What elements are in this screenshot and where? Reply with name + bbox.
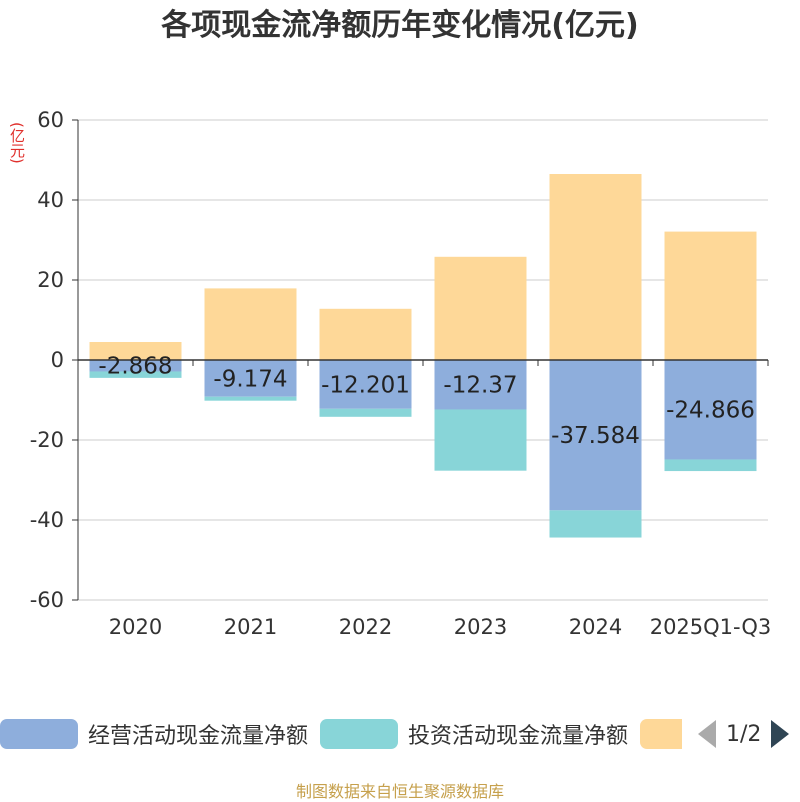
bar-value-label: -2.868: [98, 354, 172, 380]
bar-financing: [204, 288, 297, 360]
legend-prev-icon[interactable]: [698, 720, 716, 748]
bar-chart: 60 40 20 0 -20 -40 -60 -2.868 2020 -9.174 2021 -12.…: [30, 108, 772, 639]
gridlines: [78, 119, 768, 601]
bar-operating: [434, 360, 527, 410]
legend: 经营活动现金流量净额 投资活动现金流量净额 1/2: [0, 716, 800, 756]
bar-investing: [204, 396, 297, 401]
legend-item-investing[interactable]: 投资活动现金流量净额: [320, 716, 628, 752]
bar-value-label: -12.37: [443, 373, 517, 399]
bar-financing: [664, 231, 757, 360]
legend-swatch: [0, 719, 78, 749]
bar-operating: [664, 360, 757, 460]
x-tick-label: 2022: [339, 615, 392, 639]
bar-operating: [549, 360, 642, 511]
bars: [89, 174, 757, 538]
chart-title: 各项现金流净额历年变化情况(亿元): [161, 8, 639, 43]
bar-financing: [89, 342, 182, 360]
data-source-note: 制图数据来自恒生聚源数据库: [295, 782, 504, 801]
legend-page-indicator: 1/2: [726, 721, 762, 747]
legend-item-operating[interactable]: 经营活动现金流量净额: [0, 716, 308, 752]
bar-financing: [549, 174, 642, 360]
bar-investing: [434, 409, 527, 471]
x-tick-label: 2024: [569, 615, 622, 639]
y-tick-label: 40: [37, 188, 64, 212]
legend-pager: 1/2: [698, 716, 790, 752]
y-tick-label: -40: [30, 508, 64, 532]
legend-next-icon[interactable]: [771, 720, 790, 748]
bar-operating: [319, 360, 412, 409]
labels: 60 40 20 0 -20 -40 -60 -2.868 2020 -9.174 2021 -12.…: [30, 108, 772, 639]
bar-investing: [549, 510, 642, 538]
axes: [72, 119, 769, 601]
x-tick-label: 2021: [224, 615, 277, 639]
y-tick-label: 60: [37, 108, 64, 132]
bar-value-label: -9.174: [213, 366, 287, 392]
x-tick-label: 2020: [109, 615, 162, 639]
bar-operating: [89, 360, 182, 372]
legend-item-financing[interactable]: [640, 716, 682, 752]
bar-value-label: -12.201: [321, 372, 410, 398]
bar-value-label: -24.866: [666, 398, 755, 424]
x-tick-label: 2023: [454, 615, 507, 639]
legend-swatch: [640, 719, 682, 749]
bar-operating: [204, 360, 297, 397]
legend-label: 经营活动现金流量净额: [88, 724, 309, 749]
y-tick-label: 20: [37, 268, 64, 292]
y-tick-label: -60: [30, 588, 64, 612]
x-tick-label: 2025Q1-Q3: [650, 615, 772, 639]
bar-investing: [89, 371, 182, 378]
y-tick-label: 0: [51, 348, 64, 372]
bar-investing: [664, 459, 757, 472]
legend-label: 投资活动现金流量净额: [408, 724, 629, 749]
y-axis-unit-label: (亿元): [8, 122, 26, 164]
legend-swatch: [320, 719, 398, 749]
bar-investing: [319, 408, 412, 417]
y-tick-label: -20: [30, 428, 64, 452]
bar-financing: [319, 308, 412, 360]
bar-financing: [434, 256, 527, 360]
bar-value-label: -37.584: [551, 423, 640, 449]
